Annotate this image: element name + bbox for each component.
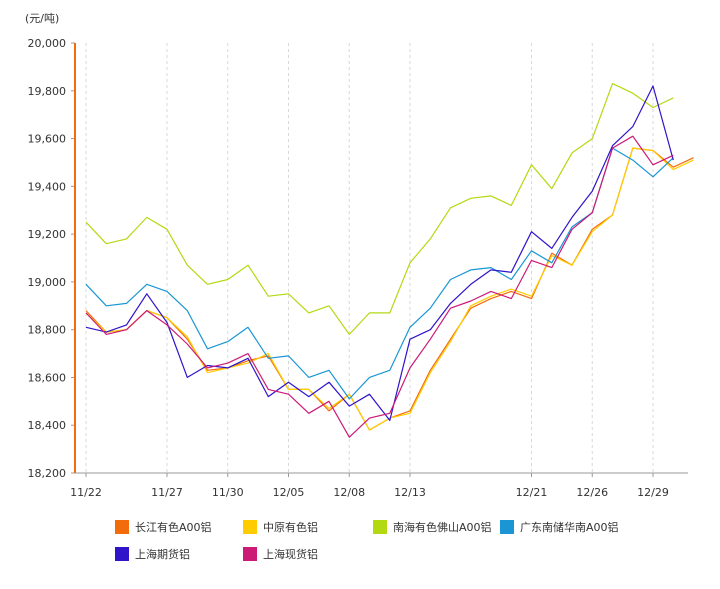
- y-tick-label: 19,200: [28, 228, 67, 241]
- y-tick-label: 19,000: [28, 276, 67, 289]
- x-tick-label: 11/30: [212, 486, 244, 499]
- x-tick-label: 11/22: [70, 486, 102, 499]
- legend-item[interactable]: 上海期货铝: [115, 546, 190, 562]
- y-unit-label: (元/吨): [25, 12, 59, 25]
- y-tick-label: 19,400: [28, 180, 67, 193]
- x-tick-label: 12/29: [637, 486, 669, 499]
- x-tick-label: 12/13: [394, 486, 426, 499]
- legend-swatch: [115, 547, 129, 561]
- legend-label: 长江有色A00铝: [135, 521, 212, 534]
- x-tick-label: 12/08: [333, 486, 365, 499]
- y-tick-label: 18,400: [28, 419, 67, 432]
- series-line-0: [85, 147, 694, 431]
- series-line-1: [85, 147, 694, 431]
- x-tick-label: 12/21: [516, 486, 548, 499]
- legend-swatch: [243, 547, 257, 561]
- y-tick-label: 18,200: [28, 467, 67, 480]
- series-line-2: [85, 82, 674, 335]
- x-tick-label: 12/26: [576, 486, 608, 499]
- y-tick-label: 19,800: [28, 85, 67, 98]
- legend-swatch: [115, 520, 129, 534]
- legend-label: 南海有色佛山A00铝: [393, 521, 492, 534]
- x-tick-label: 12/05: [273, 486, 305, 499]
- legend-swatch: [500, 520, 514, 534]
- legend-item[interactable]: 长江有色A00铝: [115, 519, 212, 535]
- series-line-5: [85, 135, 674, 438]
- x-tick-label: 11/27: [151, 486, 183, 499]
- legend-label: 中原有色铝: [263, 521, 318, 534]
- y-tick-label: 18,600: [28, 371, 67, 384]
- legend-label: 广东南储华南A00铝: [520, 521, 619, 534]
- legend-item[interactable]: 中原有色铝: [243, 519, 318, 535]
- legend-label: 上海现货铝: [263, 548, 318, 561]
- legend-swatch: [243, 520, 257, 534]
- y-tick-label: 18,800: [28, 324, 67, 337]
- y-tick-label: 20,000: [28, 37, 67, 50]
- legend-item[interactable]: 南海有色佛山A00铝: [373, 519, 492, 535]
- legend-item[interactable]: 广东南储华南A00铝: [500, 519, 619, 535]
- series-line-3: [85, 147, 674, 400]
- legend-item[interactable]: 上海现货铝: [243, 546, 318, 562]
- legend-label: 上海期货铝: [135, 548, 190, 561]
- series-line-4: [85, 85, 674, 421]
- y-tick-label: 19,600: [28, 133, 67, 146]
- legend-swatch: [373, 520, 387, 534]
